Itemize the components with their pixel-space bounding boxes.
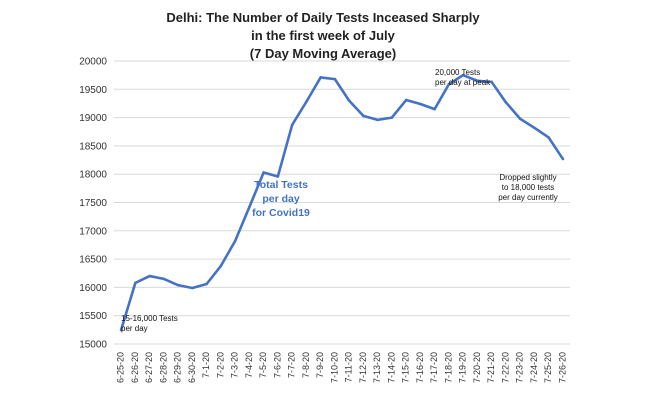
y-tick-label: 18500 <box>79 141 107 152</box>
data-point <box>461 73 465 77</box>
annotation-start-line-1: 15-16,000 Tests <box>121 314 178 323</box>
x-tick-label: 7-22-20 <box>500 352 510 383</box>
data-point <box>248 205 251 209</box>
data-point <box>504 101 508 104</box>
data-point <box>518 117 522 121</box>
x-tick-label: 7-10-20 <box>329 352 339 383</box>
x-tick-label: 7-3-20 <box>230 352 240 378</box>
data-point <box>205 282 208 286</box>
data-point <box>276 175 280 178</box>
x-tick-label: 7-11-20 <box>344 352 354 382</box>
annotation-end-line-3: per day currently <box>498 193 558 202</box>
annotation-end-line-1: Dropped slightly <box>499 173 556 182</box>
series-line <box>119 73 565 332</box>
x-tick-label: 7-9-20 <box>315 352 325 378</box>
data-point <box>533 126 536 130</box>
y-axis-ticks: 15000 15500 16000 16500 17000 17500 18000 18500… <box>79 57 107 351</box>
y-tick-label: 19000 <box>79 113 107 124</box>
annotation-peak-line-2: per day at peak <box>435 78 491 87</box>
annotation-middle-line-1: Total Tests <box>254 179 308 191</box>
x-tick-label: 7-2-20 <box>215 352 225 378</box>
data-point <box>262 171 265 174</box>
x-tick-label: 7-18-20 <box>443 352 453 383</box>
x-tick-label: 7-4-20 <box>244 352 254 378</box>
data-point <box>476 79 479 83</box>
x-tick-label: 6-26-20 <box>130 352 140 383</box>
x-tick-label: 7-20-20 <box>472 352 482 383</box>
data-point <box>333 77 337 81</box>
x-tick-label: 7-6-20 <box>272 352 282 378</box>
x-tick-label: 6-28-20 <box>158 352 168 383</box>
annotation-peak-line-1: 20,000 Tests <box>435 68 480 77</box>
data-point <box>162 277 166 281</box>
x-tick-label: 7-21-20 <box>486 352 496 383</box>
x-tick-label: 7-17-20 <box>429 352 439 383</box>
data-point <box>134 281 137 285</box>
series-line-group <box>119 73 565 332</box>
data-point <box>447 82 451 86</box>
data-points <box>119 73 565 332</box>
x-tick-label: 6-30-20 <box>187 352 197 383</box>
chart-title-line-3: (7 Day Moving Average) <box>250 46 396 61</box>
chart-title: Delhi: The Number of Daily Tests Incease… <box>166 10 480 61</box>
y-tick-label: 19500 <box>79 85 107 96</box>
data-point <box>305 100 308 104</box>
y-tick-label: 20000 <box>79 57 107 68</box>
y-tick-label: 18000 <box>79 170 107 181</box>
annotations: 15-16,000 Tests per day Total Tests per … <box>121 68 558 333</box>
x-tick-label: 7-14-20 <box>386 352 396 383</box>
y-tick-label: 15000 <box>79 340 107 351</box>
data-point <box>404 98 408 102</box>
x-tick-label: 7-15-20 <box>401 352 411 383</box>
annotation-start-line-2: per day <box>121 324 148 333</box>
data-point <box>561 157 565 161</box>
chart-title-line-1: Delhi: The Number of Daily Tests Incease… <box>166 10 480 25</box>
data-point <box>148 274 151 278</box>
y-tick-label: 16000 <box>79 283 107 294</box>
data-point <box>233 239 237 243</box>
x-tick-label: 7-24-20 <box>529 352 539 383</box>
x-tick-label: 7-13-20 <box>372 352 382 383</box>
y-tick-label: 17000 <box>79 226 107 237</box>
x-tick-label: 7-1-20 <box>201 352 211 378</box>
annotation-middle-line-3: for Covid19 <box>252 207 310 219</box>
data-point <box>191 286 194 290</box>
data-point <box>433 107 436 111</box>
x-tick-label: 7-8-20 <box>301 352 311 378</box>
data-point <box>119 328 123 332</box>
y-tick-label: 15500 <box>79 311 107 322</box>
data-point <box>376 118 379 122</box>
data-point <box>362 114 365 118</box>
data-point <box>219 264 223 268</box>
data-point <box>176 283 180 287</box>
data-point <box>290 123 294 127</box>
annotation-end-line-2: to 18,000 tests <box>502 183 554 192</box>
x-tick-label: 7-25-20 <box>543 352 553 383</box>
data-point <box>319 76 322 79</box>
x-axis-ticks: 6-25-20 6-26-20 6-27-20 6-28-20 6-29-20 6-30-… <box>116 352 568 383</box>
y-tick-label: 17500 <box>79 198 107 209</box>
x-tick-label: 7-5-20 <box>258 352 268 378</box>
data-point <box>390 116 394 119</box>
x-tick-label: 7-19-20 <box>458 352 468 383</box>
data-point <box>547 136 550 139</box>
x-tick-label: 6-25-20 <box>116 352 126 383</box>
data-point <box>490 80 493 84</box>
chart-title-line-2: in the first week of July <box>251 28 396 43</box>
data-point <box>347 99 351 102</box>
x-tick-label: 7-7-20 <box>287 352 297 378</box>
data-point <box>419 102 422 106</box>
x-tick-label: 7-23-20 <box>515 352 525 383</box>
x-tick-label: 7-12-20 <box>358 352 368 383</box>
x-tick-label: 7-16-20 <box>415 352 425 383</box>
x-tick-label: 6-27-20 <box>144 352 154 383</box>
annotation-middle-line-2: per day <box>262 193 300 205</box>
x-tick-label: 7-26-20 <box>557 352 567 383</box>
y-tick-label: 16500 <box>79 255 107 266</box>
x-tick-label: 6-29-20 <box>173 352 183 383</box>
